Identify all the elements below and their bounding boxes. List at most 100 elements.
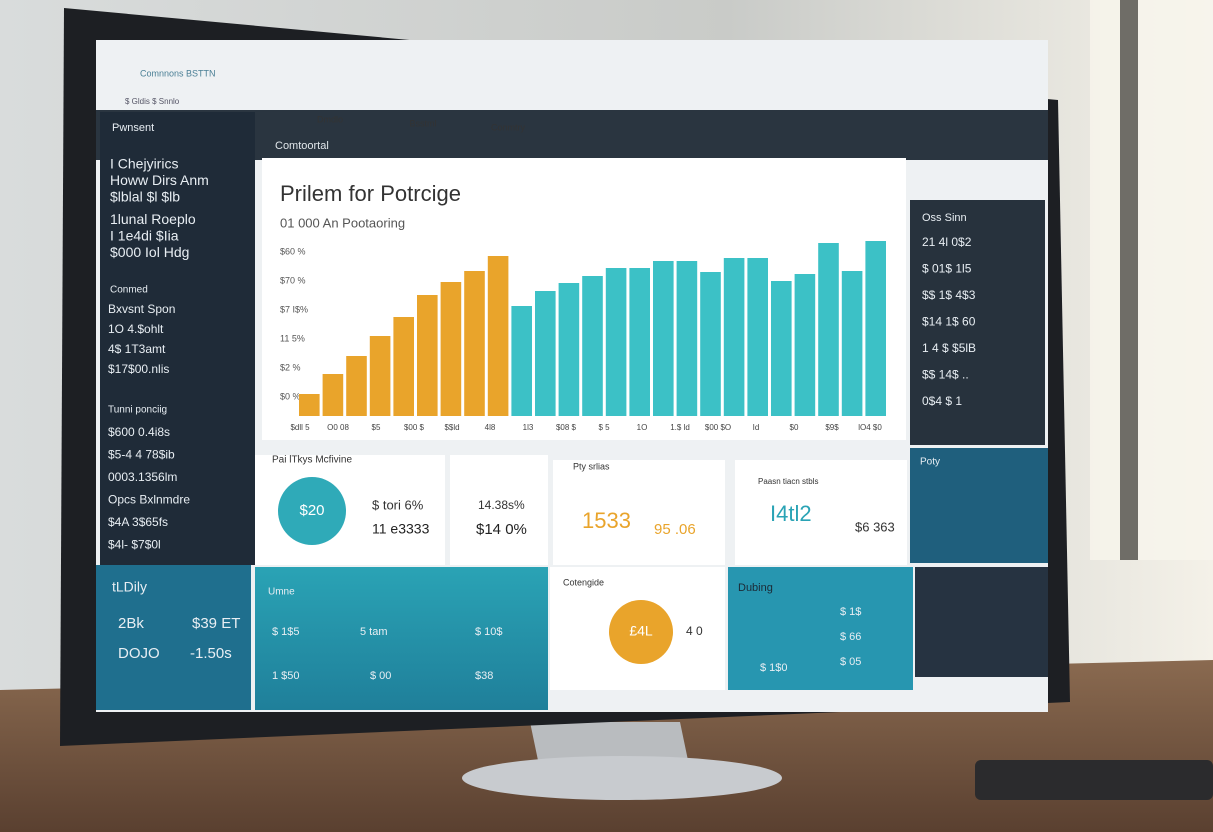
card-value: $14 0% xyxy=(476,521,527,538)
y-tick-label: $7 I$% xyxy=(280,304,308,314)
bar xyxy=(464,271,485,416)
bottom-right xyxy=(728,567,913,690)
panel-row: $$ 14$ .. xyxy=(922,368,969,382)
x-tick-label: $9$ xyxy=(825,423,839,432)
card-title: Poty xyxy=(920,457,940,468)
bar xyxy=(653,261,674,416)
nav-tab[interactable]: Bsstml xyxy=(410,118,437,128)
panel-row: 0$4 $ 1 xyxy=(922,394,962,408)
cell: DOJO xyxy=(118,645,160,662)
sidebar-item: 1O 4.$ohlt xyxy=(108,322,164,336)
monitor-base xyxy=(462,756,782,800)
bar xyxy=(723,258,745,416)
card-value: 11 e3333 xyxy=(372,521,430,537)
x-tick-label: Id xyxy=(753,423,760,432)
bottom-mid xyxy=(255,567,548,710)
y-tick-label: $70 % xyxy=(280,275,306,285)
card-side: $6 363 xyxy=(855,519,895,534)
chart-title: Prilem for Potrcige xyxy=(280,181,461,206)
cell: $ 05 xyxy=(840,656,861,668)
cell: 2Bk xyxy=(118,615,144,632)
sidebar-item: I Chejyirics xyxy=(110,156,178,172)
cell: -1.50s xyxy=(190,645,232,662)
sidebar-item: Howw Dirs Anm xyxy=(110,172,209,188)
sidebar xyxy=(100,112,255,565)
nav-tab[interactable]: Dmdlo xyxy=(317,114,343,124)
cell: $ 1$0 xyxy=(760,662,788,674)
panel-title: tLDily xyxy=(112,579,147,595)
x-tick-label: 1l3 xyxy=(523,423,534,432)
sidebar-item: 0003.1356lm xyxy=(108,470,177,484)
cell: 5 tam xyxy=(360,626,388,638)
x-tick-label: $5 xyxy=(372,423,381,432)
bar xyxy=(369,336,391,416)
x-tick-label: $00 $O xyxy=(705,423,731,432)
x-tick-label: 4l8 xyxy=(485,423,496,432)
cell: $ 1$ xyxy=(840,606,861,618)
cell: $ 10$ xyxy=(475,626,503,638)
bar xyxy=(440,282,462,416)
cell: $38 xyxy=(475,670,493,682)
card xyxy=(735,460,907,565)
bar xyxy=(299,394,320,416)
card-sub: Paasn tiacn stbls xyxy=(758,477,818,486)
panel-row: 1 4 $ $5lB xyxy=(922,341,976,355)
bar xyxy=(322,374,344,416)
panel-row: $ 01$ 1l5 xyxy=(922,262,972,276)
cell: 4 0 xyxy=(686,624,703,638)
sidebar-item: $4A 3$65fs xyxy=(108,515,168,529)
bottom-left xyxy=(96,565,251,710)
bar xyxy=(511,306,532,416)
card-title: Pai lTkys Mcfivine xyxy=(272,455,352,466)
x-tick-label: O0 08 xyxy=(327,423,349,432)
card-value: $ tori 6% xyxy=(372,497,424,512)
card-teal xyxy=(910,448,1048,563)
panel-title: Dubing xyxy=(738,582,773,594)
y-tick-label: $2 % xyxy=(280,362,301,372)
bar xyxy=(393,317,414,416)
window xyxy=(1090,0,1213,560)
panel-row: 21 4l 0$2 xyxy=(922,235,972,249)
gauge-circle xyxy=(609,600,673,664)
x-tick-label: $0 xyxy=(790,423,799,432)
cell: $ 00 xyxy=(370,670,391,682)
bar xyxy=(771,281,792,416)
sidebar-section: Conmed xyxy=(110,285,148,296)
sidebar-item: 4$ 1T3amt xyxy=(108,342,166,356)
y-tick-label: 11 5% xyxy=(280,333,305,343)
bar xyxy=(629,268,650,416)
bar xyxy=(818,243,839,416)
panel-title: Cotengide xyxy=(563,577,604,587)
card-title: Pty srlias xyxy=(573,461,610,471)
x-tick-label: $dll 5 xyxy=(290,423,310,432)
card-big: 1533 xyxy=(582,508,631,533)
sidebar-section: Tunni ponciig xyxy=(108,405,167,416)
bar xyxy=(865,241,886,416)
sidebar-item: $4l- $7$0l xyxy=(108,538,161,552)
cell: 1 $50 xyxy=(272,670,300,682)
bar xyxy=(676,261,698,416)
sidebar-item: $5-4 4 78$ib xyxy=(108,448,175,462)
badge: £4L xyxy=(629,623,653,639)
y-tick-label: $0 % xyxy=(280,391,301,401)
y-tick-label: $60 % xyxy=(280,246,306,256)
panel-title: Oss Sinn xyxy=(922,212,967,224)
nav-tab[interactable]: Conmtry xyxy=(491,122,526,132)
panel-row: $$ 1$ 4$3 xyxy=(922,288,976,302)
bottom-dark xyxy=(915,567,1048,677)
sidebar-item: 1lunal Roeplo xyxy=(110,211,196,227)
x-tick-label: $00 $ xyxy=(404,423,425,432)
window-frame xyxy=(1120,0,1138,560)
panel-title: Umne xyxy=(268,587,295,598)
bar xyxy=(582,276,603,416)
right-panel xyxy=(910,200,1045,445)
brand: Comnnons BSTTN xyxy=(140,68,216,78)
bar xyxy=(700,272,721,416)
bar xyxy=(487,256,509,416)
x-tick-label: lO4 $0 xyxy=(858,423,882,432)
bar xyxy=(747,258,768,416)
card-value: 14.38s% xyxy=(478,498,525,512)
card xyxy=(553,460,725,565)
x-tick-label: 1.$ ld xyxy=(670,423,690,432)
